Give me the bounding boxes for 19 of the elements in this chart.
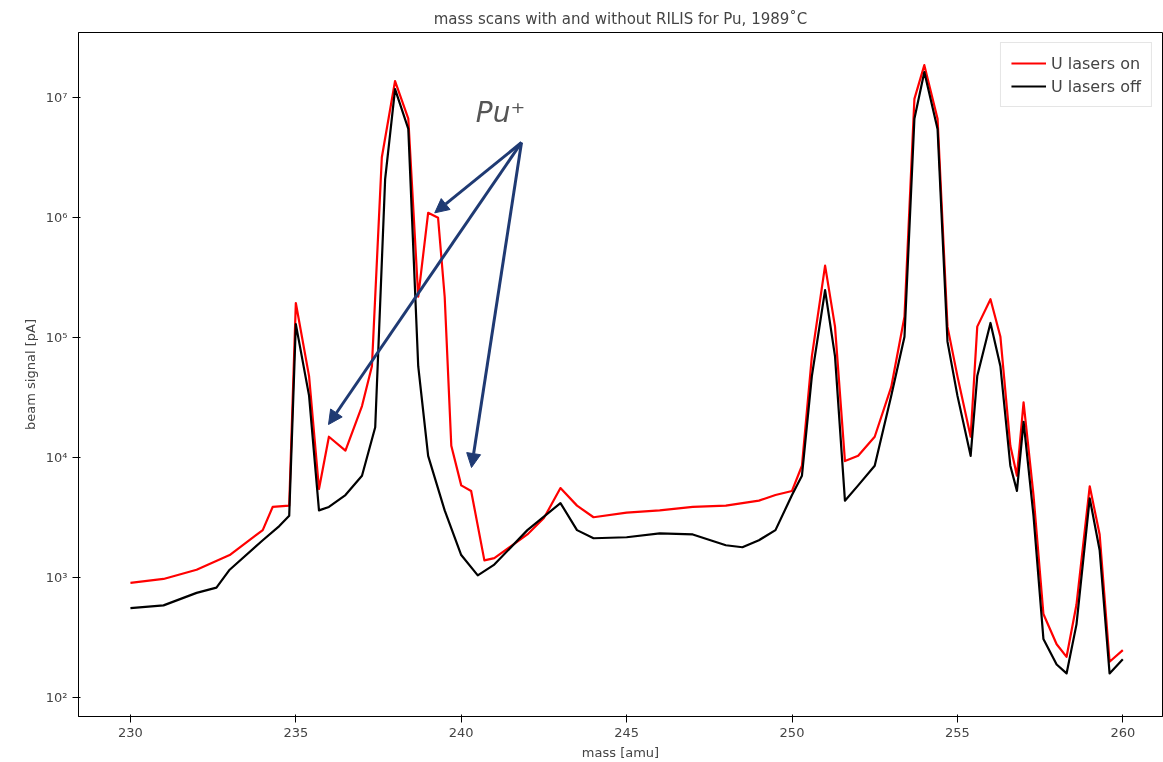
y-tick-label: 10² (45, 690, 68, 706)
annotation: Pu⁺ (475, 96, 526, 129)
x-tick-label: 235 (283, 724, 309, 740)
y-tick-label: 10³ (45, 570, 68, 586)
chart-title: mass scans with and without RILIS for Pu, 1989˚C (433, 9, 808, 28)
legend-label: U lasers on (1050, 53, 1141, 73)
x-tick-label: 240 (448, 724, 474, 740)
x-tick-label: 260 (1110, 724, 1136, 740)
y-axis-title: beam signal [pA] (22, 319, 38, 430)
x-tick-label: 245 (614, 724, 640, 740)
x-tick-label: 250 (779, 724, 805, 740)
y-tick-label: 10⁴ (45, 450, 68, 466)
x-tick-label: 255 (945, 724, 970, 740)
legend-label: U lasers off (1050, 76, 1141, 96)
y-tick-label: 10⁷ (45, 90, 68, 106)
x-axis-title: mass [amu] (581, 744, 660, 760)
y-tick-label: 10⁶ (45, 210, 68, 226)
y-tick-label: 10⁵ (45, 330, 68, 346)
x-tick-label: 230 (118, 724, 143, 740)
